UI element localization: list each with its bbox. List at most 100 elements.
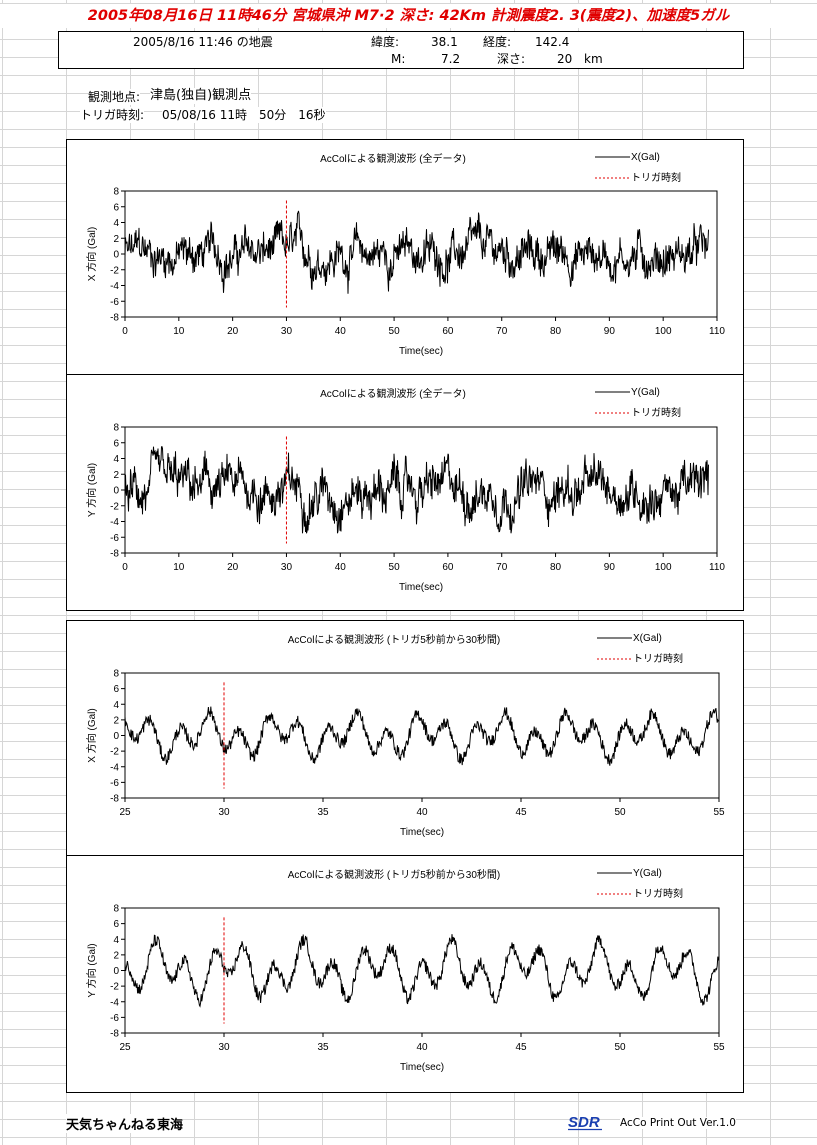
y-tick-label: -4 — [110, 281, 119, 292]
y-tick-label: -6 — [110, 778, 119, 789]
y-tick-label: -6 — [110, 1013, 119, 1024]
x-tick-label: 30 — [281, 562, 293, 573]
x-tick-label: 50 — [389, 326, 401, 337]
y-tick-label: -2 — [110, 747, 119, 758]
x-tick-label: 50 — [389, 562, 401, 573]
y-tick-label: 0 — [113, 250, 119, 261]
latitude-value: 38.1 — [431, 35, 458, 49]
chart-x-window: AcColによる観測波形 (トリガ5秒前から30秒間) X(Gal) トリガ時刻 -8… — [66, 620, 744, 857]
trigger-time-value: 05/08/16 11時 50分 16秒 — [162, 107, 326, 123]
y-tick-label: -8 — [110, 1029, 119, 1040]
x-tick-label: 35 — [317, 1042, 329, 1053]
y-tick-label: 2 — [113, 715, 119, 726]
y-axis-label: X 方向 (Gal) — [85, 227, 98, 281]
y-axis-label: Y 方向 (Gal) — [85, 943, 98, 997]
y-tick-label: 4 — [113, 700, 119, 711]
legend-trace-label: X(Gal) — [633, 633, 662, 644]
y-tick-label: -2 — [110, 501, 119, 512]
magnitude-label: M: — [391, 52, 406, 66]
x-tick-label: 20 — [227, 562, 239, 573]
x-tick-label: 55 — [713, 1042, 725, 1053]
chart-title: AcColによる観測波形 (全データ) — [320, 152, 466, 165]
x-tick-label: 10 — [173, 562, 185, 573]
x-tick-label: 0 — [122, 326, 128, 337]
legend-trigger-label: トリガ時刻 — [633, 887, 683, 900]
x-axis-label: Time(sec) — [400, 827, 444, 838]
y-tick-label: -8 — [110, 549, 119, 560]
x-tick-label: 80 — [550, 562, 562, 573]
legend-trigger-label: トリガ時刻 — [631, 171, 681, 184]
x-tick-label: 25 — [119, 1042, 131, 1053]
y-tick-label: -4 — [110, 762, 119, 773]
sdr-logo: SDR — [568, 1114, 602, 1131]
y-tick-label: 8 — [113, 423, 119, 434]
y-tick-label: 6 — [113, 202, 119, 213]
chart-title: AcColによる観測波形 (トリガ5秒前から30秒間) — [288, 633, 501, 646]
legend-trigger-label: トリガ時刻 — [633, 652, 683, 665]
x-tick-label: 20 — [227, 326, 239, 337]
x-tick-label: 60 — [442, 326, 454, 337]
x-tick-label: 70 — [496, 326, 508, 337]
x-tick-label: 110 — [709, 326, 725, 337]
x-tick-label: 25 — [119, 807, 131, 818]
sdr-logo-text: SDR — [568, 1114, 600, 1131]
x-tick-label: 40 — [335, 326, 347, 337]
y-tick-label: -6 — [110, 297, 119, 308]
longitude-value: 142.4 — [535, 35, 570, 49]
waveform-trace — [124, 446, 709, 534]
x-tick-label: 30 — [218, 807, 230, 818]
x-tick-label: 45 — [515, 1042, 527, 1053]
y-tick-label: 2 — [113, 470, 119, 481]
event-datetime: 2005/8/16 11:46 の地震 — [133, 35, 273, 49]
x-tick-label: 40 — [335, 562, 347, 573]
headline: 2005年08月16日 11時46分 宮城県沖 M7·2 深さ: 42Km 計測… — [0, 4, 817, 28]
depth-unit: km — [584, 52, 603, 66]
y-axis-label: X 方向 (Gal) — [85, 708, 98, 762]
x-tick-label: 50 — [614, 807, 626, 818]
x-axis-label: Time(sec) — [400, 1062, 444, 1073]
y-tick-label: 2 — [113, 950, 119, 961]
x-tick-label: 60 — [442, 562, 454, 573]
y-tick-label: 8 — [113, 669, 119, 680]
event-info-box: 2005/8/16 11:46 の地震 緯度: 38.1 経度: 142.4 M… — [58, 31, 744, 69]
chart-y-window-svg: AcColによる観測波形 (トリガ5秒前から30秒間) Y(Gal) トリガ時刻 -8… — [85, 868, 725, 1073]
trigger-time-label: トリガ時刻: — [80, 107, 145, 123]
chart-y-full-svg: AcColによる観測波形 (全データ) Y(Gal) トリガ時刻 -8 -6 -4 -2 0 2… — [85, 387, 725, 593]
chart-x-full: AcColによる観測波形 (全データ) X(Gal) トリガ時刻 -8 -6 -4 -2 0 2… — [66, 139, 744, 376]
x-tick-label: 70 — [496, 562, 508, 573]
x-tick-label: 90 — [604, 326, 616, 337]
chart-y-window: AcColによる観測波形 (トリガ5秒前から30秒間) Y(Gal) トリガ時刻 -8… — [66, 855, 744, 1093]
depth-label: 深さ: — [497, 52, 526, 66]
x-tick-label: 100 — [655, 326, 672, 337]
y-tick-label: 8 — [113, 187, 119, 198]
chart-title: AcColによる観測波形 (全データ) — [320, 387, 466, 400]
y-tick-label: 4 — [113, 454, 119, 465]
y-tick-label: 4 — [113, 218, 119, 229]
x-tick-label: 90 — [604, 562, 616, 573]
chart-x-full-svg: AcColによる観測波形 (全データ) X(Gal) トリガ時刻 -8 -6 -4 -2 0 2… — [85, 152, 725, 357]
x-tick-label: 55 — [713, 807, 725, 818]
y-tick-label: 8 — [113, 904, 119, 915]
x-tick-label: 50 — [614, 1042, 626, 1053]
magnitude-value: 7.2 — [441, 52, 461, 66]
waveform-trace — [124, 210, 709, 294]
y-tick-label: 0 — [113, 731, 119, 742]
y-tick-label: 6 — [113, 919, 119, 930]
x-axis-label: Time(sec) — [399, 346, 443, 357]
y-tick-label: -8 — [110, 794, 119, 805]
plot-area — [124, 672, 720, 799]
x-axis-label: Time(sec) — [399, 582, 443, 593]
plot-area — [124, 907, 720, 1034]
y-tick-label: 2 — [113, 234, 119, 245]
x-tick-label: 30 — [218, 1042, 230, 1053]
y-tick-label: -6 — [110, 533, 119, 544]
y-tick-label: -4 — [110, 517, 119, 528]
x-tick-label: 110 — [709, 562, 725, 573]
x-tick-label: 0 — [122, 562, 128, 573]
x-tick-label: 10 — [173, 326, 185, 337]
x-tick-label: 35 — [317, 807, 329, 818]
x-tick-label: 80 — [550, 326, 562, 337]
footer-version: AcCo Print Out Ver.1.0 — [620, 1117, 736, 1129]
longitude-label: 経度: — [483, 35, 512, 49]
y-tick-label: -2 — [110, 982, 119, 993]
